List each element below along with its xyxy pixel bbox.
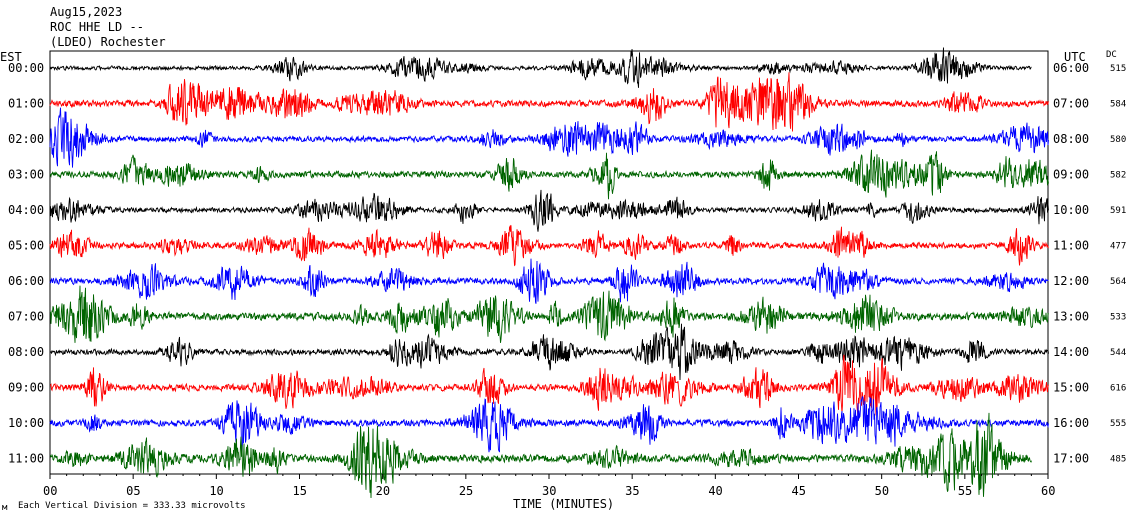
row-label-right: 15:00 — [1053, 381, 1089, 395]
row-label-right: 06:00 — [1053, 61, 1089, 75]
row-dc-value: 580 — [1110, 135, 1126, 145]
x-tick-label: 05 — [126, 484, 140, 498]
x-tick-label: 50 — [875, 484, 889, 498]
x-tick-label: 60 — [1041, 484, 1055, 498]
row-dc-value: 533 — [1110, 313, 1126, 323]
row-label-right: 17:00 — [1053, 452, 1089, 466]
trace-row-1100 — [49, 412, 1032, 499]
row-label-right: 14:00 — [1053, 345, 1089, 359]
row-dc-value: 485 — [1110, 455, 1126, 465]
row-dc-value: 584 — [1110, 100, 1126, 110]
trace-row-0200 — [49, 107, 1049, 168]
x-tick-label: 25 — [459, 484, 473, 498]
row-label-left: 03:00 — [8, 168, 44, 182]
row-label-right: 12:00 — [1053, 274, 1089, 288]
row-label-left: 02:00 — [8, 132, 44, 146]
trace-row-0300 — [49, 149, 1049, 200]
trace-row-0000 — [49, 47, 1032, 88]
trace-row-0700 — [49, 285, 1049, 343]
row-dc-value: 582 — [1110, 171, 1126, 181]
x-tick-label: 45 — [792, 484, 806, 498]
trace-row-1000 — [49, 395, 1049, 454]
trace-row-0100 — [49, 72, 1049, 132]
row-dc-value: 555 — [1110, 419, 1126, 429]
trace-row-0600 — [49, 258, 1049, 304]
row-label-left: 08:00 — [8, 345, 44, 359]
x-tick-label: 10 — [209, 484, 223, 498]
left-zone-label: EST — [0, 50, 22, 64]
right-zone-label: UTC — [1064, 50, 1086, 64]
trace-group — [49, 47, 1049, 499]
row-label-left: 04:00 — [8, 203, 44, 217]
row-label-left: 05:00 — [8, 239, 44, 253]
row-label-right: 07:00 — [1053, 97, 1089, 111]
row-label-right: 13:00 — [1053, 310, 1089, 324]
x-axis: 00 05 10 15 20 25 30 35 40 45 50 55 60 — [43, 474, 1055, 498]
corner-mark: м — [2, 503, 8, 513]
row-label-left: 01:00 — [8, 97, 44, 111]
x-tick-label: 35 — [625, 484, 639, 498]
trace-row-0500 — [49, 224, 1049, 267]
trace-row-0900 — [50, 354, 1049, 418]
x-tick-label: 40 — [708, 484, 722, 498]
row-dc-value: 544 — [1110, 348, 1126, 358]
row-label-left: 00:00 — [8, 61, 44, 75]
row-label-left: 09:00 — [8, 381, 44, 395]
x-axis-label: TIME (MINUTES) — [513, 497, 614, 511]
row-label-left: 07:00 — [8, 310, 44, 324]
row-label-left: 11:00 — [8, 452, 44, 466]
scale-note: Each Vertical Division = 333.33 microvol… — [18, 501, 246, 511]
row-label-left: 10:00 — [8, 416, 44, 430]
row-dc-value: 616 — [1110, 384, 1126, 394]
x-tick-label: 30 — [542, 484, 556, 498]
row-dc-value: 477 — [1110, 242, 1126, 252]
row-label-right: 16:00 — [1053, 416, 1089, 430]
row-dc-value: 515 — [1110, 64, 1126, 74]
row-label-group: 00:00 06:00 515 01:00 07:00 584 02:00 08:00 580 0… — [8, 61, 1126, 466]
x-tick-label: 00 — [43, 484, 57, 498]
row-label-right: 11:00 — [1053, 239, 1089, 253]
row-label-left: 06:00 — [8, 274, 44, 288]
row-label-right: 10:00 — [1053, 203, 1089, 217]
trace-row-0800 — [49, 323, 1049, 381]
station-id: ROC HHE LD -- — [50, 20, 144, 34]
record-date: Aug15,2023 — [50, 5, 122, 19]
trace-row-0400 — [49, 189, 1049, 232]
dc-header: DC — [1106, 50, 1117, 60]
x-tick-label: 15 — [293, 484, 307, 498]
row-dc-value: 564 — [1110, 277, 1126, 287]
station-location: (LDEO) Rochester — [50, 35, 166, 49]
row-label-right: 08:00 — [1053, 132, 1089, 146]
row-dc-value: 591 — [1110, 206, 1126, 216]
row-label-right: 09:00 — [1053, 168, 1089, 182]
x-tick-label: 55 — [958, 484, 972, 498]
x-tick-label: 20 — [376, 484, 390, 498]
